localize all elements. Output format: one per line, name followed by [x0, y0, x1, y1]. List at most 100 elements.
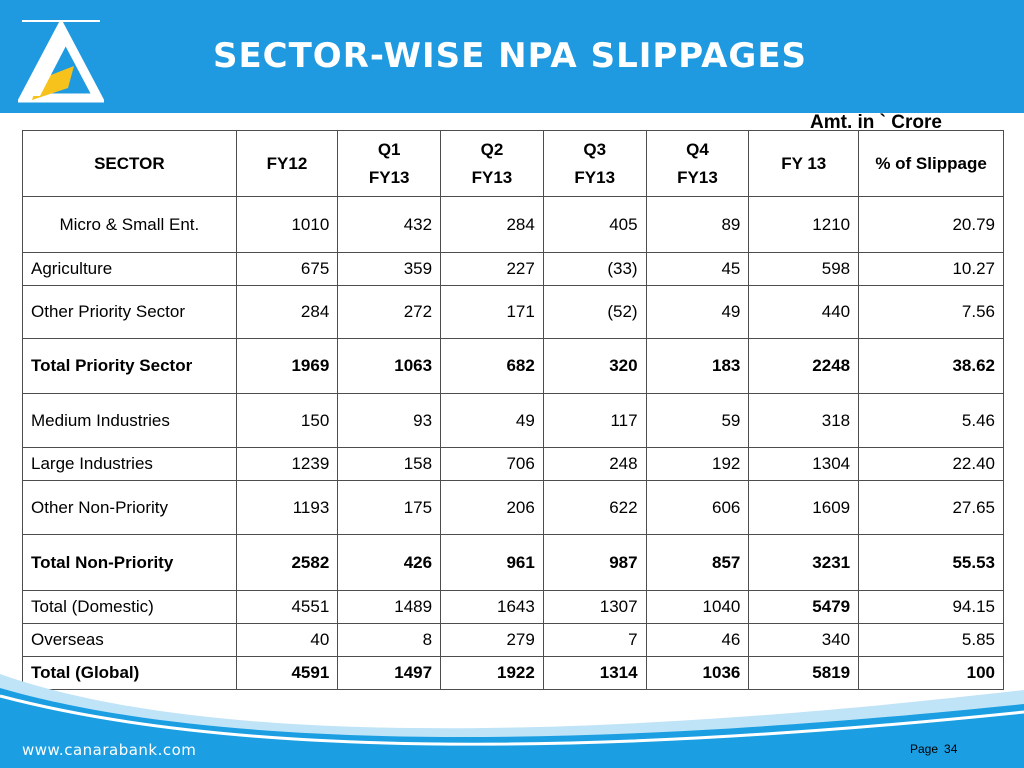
row-fy13-cell: 1304 [748, 447, 860, 481]
row-fy12-cell: 1239 [235, 447, 339, 481]
row-q4-cell: 606 [645, 480, 750, 535]
row-q3-cell: 622 [542, 480, 647, 535]
row-q2-cell: 206 [440, 480, 544, 535]
page-number: 34 [944, 742, 958, 756]
header-pct-slippage: % of Slippage [858, 130, 1004, 197]
row-pct-cell: 20.79 [858, 196, 1004, 253]
table-row: Total (Global) 4591 1497 1922 1314 1036 5819 10… [22, 656, 1004, 690]
row-sector-cell: Other Non-Priority [22, 480, 237, 535]
row-fy12-cell: 1193 [235, 480, 339, 535]
row-q4-cell: 49 [645, 285, 750, 339]
row-fy13-cell: 1609 [748, 480, 860, 535]
npa-slippage-table: SECTOR FY12 Q1 FY13 Q2 FY13 Q3 FY13 Q4 F… [22, 130, 1004, 690]
header-q4-bottom: FY13 [677, 167, 718, 187]
row-sector-cell: Total Priority Sector [22, 338, 237, 394]
row-q4-cell: 89 [645, 196, 750, 253]
row-q1-cell: 432 [337, 196, 442, 253]
row-pct-cell: 5.85 [858, 623, 1004, 657]
row-pct-cell: 38.62 [858, 338, 1004, 394]
row-q1-cell: 1063 [337, 338, 442, 394]
header-bar [0, 0, 1024, 113]
row-q3-cell: 320 [542, 338, 647, 394]
row-q4-cell: 45 [645, 252, 750, 286]
row-q3-cell: 7 [542, 623, 647, 657]
row-fy12-cell: 150 [235, 393, 339, 448]
row-fy13-cell: 5819 [748, 656, 860, 690]
header-q2-top: Q2 [480, 139, 504, 159]
table-row: Total (Domestic) 4551 1489 1643 1307 1040 5479… [22, 590, 1004, 624]
row-sector-cell: Medium Industries [22, 393, 237, 448]
header-q3: Q3 FY13 [542, 130, 647, 197]
table-row: Overseas 40 8 279 7 46 340 5.85 [22, 623, 1004, 657]
header-q2-bottom: FY13 [471, 167, 513, 187]
row-fy13-cell: 340 [748, 623, 860, 657]
canara-bank-logo-icon [18, 20, 104, 103]
table-row: Micro & Small Ent. 1010 432 284 405 89 1210 20.… [22, 196, 1004, 253]
row-q1-cell: 1489 [337, 590, 442, 624]
row-q2-cell: 227 [440, 252, 544, 286]
row-pct-cell: 100 [858, 656, 1004, 690]
row-q3-cell: 1314 [542, 656, 647, 690]
table-row: Other Non-Priority 1193 175 206 622 606 1609 27… [22, 480, 1004, 535]
row-q2-cell: 1643 [440, 590, 544, 624]
row-q3-cell: (52) [542, 285, 647, 339]
row-fy12-cell: 284 [235, 285, 339, 339]
header-q3-bottom: FY13 [574, 167, 616, 187]
row-q1-cell: 158 [337, 447, 442, 481]
row-q3-cell: 117 [542, 393, 647, 448]
row-q4-cell: 59 [645, 393, 750, 448]
table-row: Other Priority Sector 284 272 171 (52) 49 440 7… [22, 285, 1004, 339]
header-q1-top: Q1 [377, 139, 401, 159]
row-fy12-cell: 1969 [235, 338, 339, 394]
row-q3-cell: 1307 [542, 590, 647, 624]
table-row: Medium Industries 150 93 49 117 59 318 5.46 [22, 393, 1004, 448]
amount-unit-note: Amt. in ` Crore [810, 112, 942, 133]
row-q1-cell: 426 [337, 534, 442, 591]
row-q2-cell: 171 [440, 285, 544, 339]
row-pct-cell: 94.15 [858, 590, 1004, 624]
row-q2-cell: 49 [440, 393, 544, 448]
header-fy12: FY12 [235, 130, 339, 197]
row-sector-cell: Total (Domestic) [22, 590, 237, 624]
table-row: Total Priority Sector 1969 1063 682 320 183 22… [22, 338, 1004, 394]
row-fy13-cell: 1210 [748, 196, 860, 253]
row-fy13-cell: 2248 [748, 338, 860, 394]
row-q3-cell: 405 [542, 196, 647, 253]
row-fy13-cell: 440 [748, 285, 860, 339]
row-pct-cell: 27.65 [858, 480, 1004, 535]
row-fy12-cell: 1010 [235, 196, 339, 253]
header-q2: Q2 FY13 [440, 130, 544, 197]
header-q1-bottom: FY13 [368, 167, 410, 187]
row-fy13-cell: 318 [748, 393, 860, 448]
header-q4-top: Q4 [686, 139, 709, 159]
page-title: SECTOR-WISE NPA SLIPPAGES [212, 36, 808, 76]
table-row: Agriculture 675 359 227 (33) 45 598 10.27 [22, 252, 1004, 286]
footer-wave [0, 674, 1024, 768]
row-sector-cell: Large Industries [22, 447, 237, 481]
row-q1-cell: 359 [337, 252, 442, 286]
row-q2-cell: 682 [440, 338, 544, 394]
table-row: Large Industries 1239 158 706 248 192 1304 22.4… [22, 447, 1004, 481]
row-q2-cell: 1922 [440, 656, 544, 690]
row-q1-cell: 8 [337, 623, 442, 657]
row-sector-cell: Agriculture [22, 252, 237, 286]
row-q1-cell: 175 [337, 480, 442, 535]
row-q2-cell: 961 [440, 534, 544, 591]
footer-website-link[interactable]: www.canarabank.com [22, 741, 197, 759]
row-q1-cell: 272 [337, 285, 442, 339]
table-body: Micro & Small Ent. 1010 432 284 405 89 1210 20.… [22, 196, 1004, 690]
header-q3-top: Q3 [583, 139, 607, 159]
row-sector-cell: Total Non-Priority [22, 534, 237, 591]
row-pct-cell: 10.27 [858, 252, 1004, 286]
row-q4-cell: 1036 [645, 656, 750, 690]
row-q1-cell: 1497 [337, 656, 442, 690]
page-label: Page [910, 742, 939, 756]
row-fy12-cell: 4591 [235, 656, 339, 690]
row-q4-cell: 857 [645, 534, 750, 591]
row-q3-cell: 248 [542, 447, 647, 481]
row-sector-cell: Total (Global) [22, 656, 237, 690]
row-sector-cell: Micro & Small Ent. [22, 196, 237, 253]
row-fy12-cell: 40 [235, 623, 339, 657]
table-row: Total Non-Priority 2582 426 961 987 857 3231 55… [22, 534, 1004, 591]
row-q4-cell: 46 [645, 623, 750, 657]
